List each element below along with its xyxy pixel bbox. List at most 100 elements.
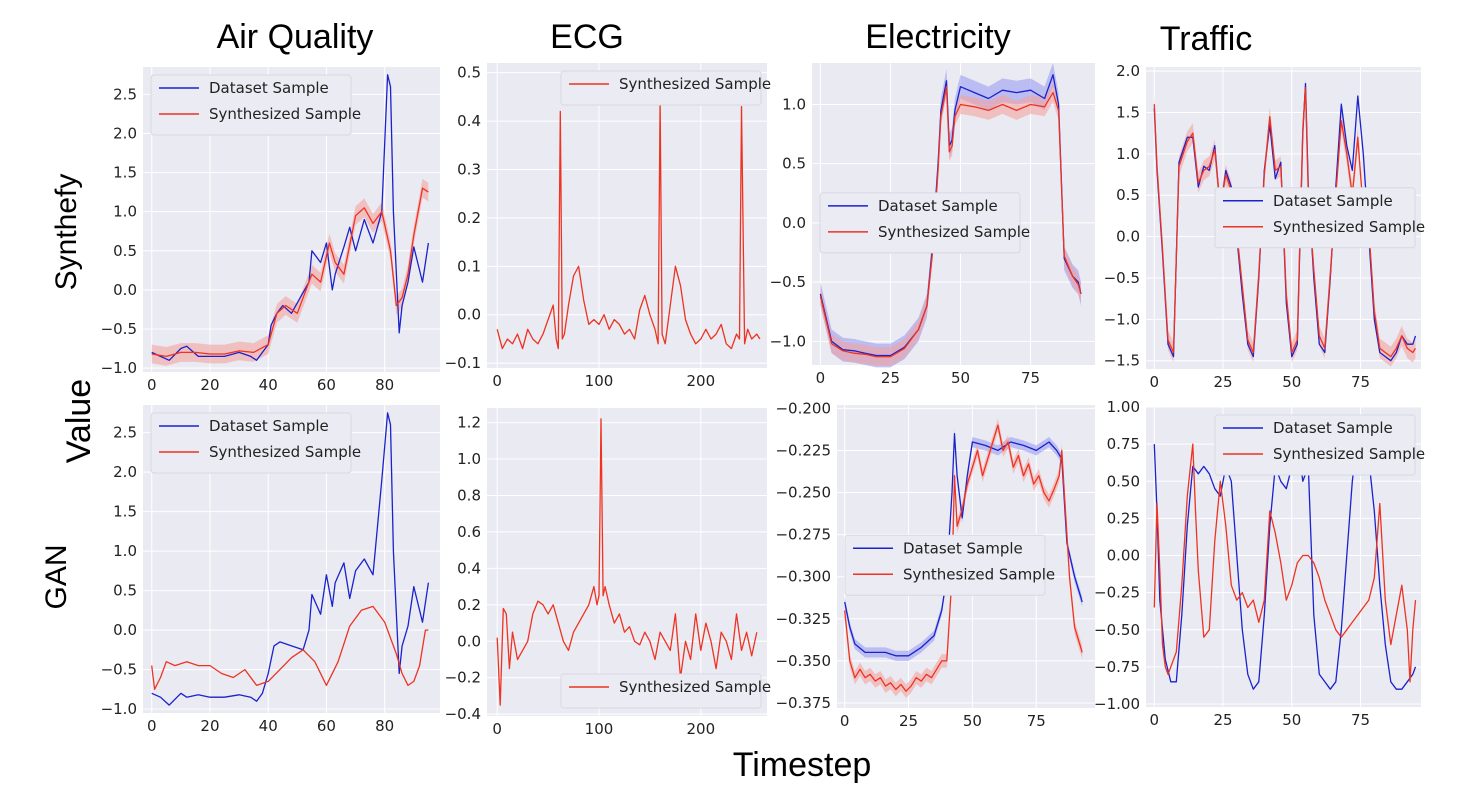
x-tick-label: 75 (1021, 369, 1040, 387)
y-tick-label: −1.5 (1104, 352, 1140, 370)
legend-box (819, 192, 1021, 254)
x-tick-label: 50 (963, 712, 982, 730)
x-tick-label: 0 (147, 376, 157, 394)
x-tick-label: 20 (200, 376, 219, 394)
subplot-synthefy-ecg: 0 100 200 −0.1 0.0 0.1 0.2 0.3 0.4 0.5 Synthesized… (445, 63, 771, 390)
legend-label: Synthesized Sample (878, 223, 1030, 241)
legend: Dataset Sample Synthesized Sample (150, 74, 361, 136)
y-tick-label: 0.8 (457, 486, 481, 504)
y-tick-label: 2.0 (113, 124, 137, 142)
subplot-synthefy-traffic: 0 25 50 75 −1.5 −1.0 −0.5 0.0 0.5 1.0 1.5 2.0 Datase… (1104, 62, 1426, 391)
legend-box (560, 673, 762, 709)
y-tick-label: −0.75 (1094, 658, 1140, 676)
y-tick-label: 0.0 (457, 306, 481, 324)
x-tick-label: 0 (492, 720, 502, 738)
dataset-series-line (151, 74, 430, 361)
legend-label: Dataset Sample (878, 197, 998, 215)
legend-label: Synthesized Sample (903, 565, 1055, 583)
synthesized-series-line (496, 101, 761, 350)
confidence-band (844, 418, 1083, 698)
legend-label: Synthesized Sample (619, 678, 771, 696)
plot-area (487, 408, 767, 716)
legend-label: Dataset Sample (903, 539, 1023, 557)
row-label-synthefy: Synthefy (50, 174, 83, 291)
y-tick-label: 1.5 (113, 164, 137, 182)
y-tick-label: 1.00 (1107, 398, 1140, 416)
y-tick-label: −1.0 (1104, 310, 1140, 328)
x-tick-label: 25 (1213, 711, 1232, 729)
x-tick-label: 100 (585, 372, 614, 390)
legend: Dataset Sample Synthesized Sample (150, 412, 361, 474)
y-tick-label: 1.5 (113, 503, 137, 521)
y-tick-label: 1.0 (113, 203, 137, 221)
y-tick-label: −0.1 (445, 354, 481, 372)
synthesized-series-line (1153, 443, 1417, 683)
x-tick-label: 50 (1282, 711, 1301, 729)
synthesized-series-line (844, 424, 1083, 692)
y-tick-label: 1.0 (113, 542, 137, 560)
y-tick-label: −0.325 (775, 610, 831, 628)
y-tick-label: −0.200 (775, 399, 831, 417)
y-tick-label: 0.4 (457, 112, 481, 130)
x-tick-label: 200 (686, 720, 715, 738)
y-tick-label: −0.275 (775, 526, 831, 544)
y-tick-label: 0.0 (1116, 228, 1140, 246)
dataset-series-line (151, 412, 430, 706)
legend-label: Synthesized Sample (619, 75, 771, 93)
x-tick-label: 60 (317, 717, 336, 735)
x-tick-label: 0 (1149, 373, 1159, 391)
x-tick-label: 200 (686, 372, 715, 390)
x-axis-label: Timestep (733, 746, 872, 784)
legend-box (560, 70, 762, 106)
x-tick-label: 100 (585, 720, 614, 738)
y-tick-label: −0.5 (101, 320, 137, 338)
x-tick-label: 75 (1027, 712, 1046, 730)
y-tick-label: 0.0 (113, 281, 137, 299)
x-tick-label: 60 (317, 376, 336, 394)
synthesized-series-line (1153, 87, 1417, 358)
y-tick-label: 0.0 (782, 214, 806, 232)
legend: Synthesized Sample (560, 70, 771, 106)
y-tick-label: 0.3 (457, 161, 481, 179)
legend-box (844, 534, 1046, 596)
y-tick-label: 2.5 (113, 424, 137, 442)
x-tick-label: 0 (1149, 711, 1159, 729)
legend: Synthesized Sample (560, 673, 771, 709)
column-title-ecg: ECG (550, 18, 624, 56)
y-tick-label: −0.350 (775, 652, 831, 670)
y-tick-label: −1.0 (770, 332, 806, 350)
synthesized-series-line (496, 418, 758, 706)
synthesized-series-line (151, 187, 429, 358)
x-tick-label: 50 (951, 369, 970, 387)
y-tick-label: 1.5 (1116, 104, 1140, 122)
legend-label: Synthesized Sample (209, 105, 361, 123)
y-tick-label: −1.0 (101, 700, 137, 718)
y-tick-label: 0.5 (113, 242, 137, 260)
y-tick-label: −0.225 (775, 441, 831, 459)
y-tick-label: 0.5 (1116, 186, 1140, 204)
y-tick-label: 0.0 (113, 621, 137, 639)
x-tick-label: 80 (375, 376, 394, 394)
x-tick-label: 50 (1282, 373, 1301, 391)
y-tick-label: −0.5 (1104, 269, 1140, 287)
y-tick-label: 1.0 (457, 450, 481, 468)
confidence-band (820, 77, 1081, 367)
y-axis-label: Value (60, 379, 98, 463)
y-tick-label: 1.0 (782, 95, 806, 113)
x-tick-label: 40 (259, 376, 278, 394)
legend-label: Synthesized Sample (209, 443, 361, 461)
y-tick-label: 0.0 (457, 632, 481, 650)
x-tick-label: 75 (1351, 373, 1370, 391)
y-tick-label: 0.5 (782, 155, 806, 173)
subplot-gan-air-quality: 0 20 40 60 80 −1.0 −0.5 0.0 0.5 1.0 1.5 2.0 2.5 Datas… (101, 405, 440, 735)
y-tick-label: 0.2 (457, 209, 481, 227)
y-tick-label: −0.250 (775, 484, 831, 502)
y-tick-label: −0.5 (770, 273, 806, 291)
subplot-gan-traffic: 0 25 50 75 −1.00 −0.75 −0.50 −0.25 0.00 0.25 0.50 0… (1094, 398, 1425, 729)
x-tick-label: 20 (200, 717, 219, 735)
y-tick-label: −1.0 (101, 359, 137, 377)
legend: Dataset Sample Synthesized Sample (1214, 414, 1425, 476)
y-tick-label: −1.00 (1094, 695, 1140, 713)
subplot-grid: 0 20 40 60 80 −1.0 −0.5 0.0 0.5 1.0 1.5 2.0 2.5 Datas… (101, 62, 1426, 738)
